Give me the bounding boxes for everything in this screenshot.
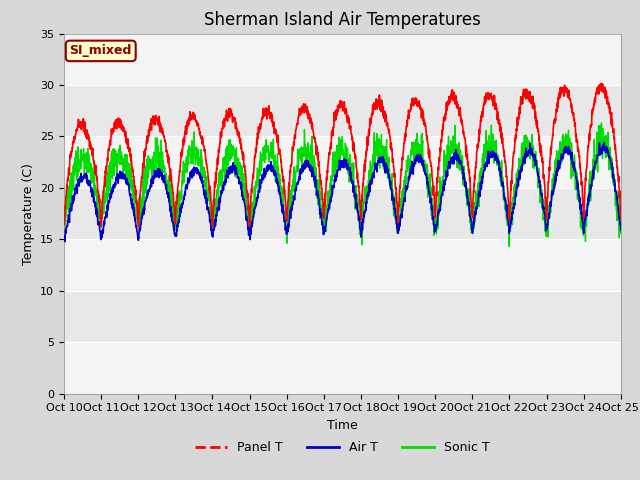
Bar (64, 342, 621, 394)
Bar (64, 136, 621, 188)
Title: Sherman Island Air Temperatures: Sherman Island Air Temperatures (204, 11, 481, 29)
Text: SI_mixed: SI_mixed (70, 44, 132, 58)
Bar (64, 34, 621, 85)
Y-axis label: Temperature (C): Temperature (C) (22, 163, 35, 264)
Legend: Panel T, Air T, Sonic T: Panel T, Air T, Sonic T (191, 436, 494, 459)
Bar (64, 240, 621, 291)
X-axis label: Time: Time (327, 419, 358, 432)
